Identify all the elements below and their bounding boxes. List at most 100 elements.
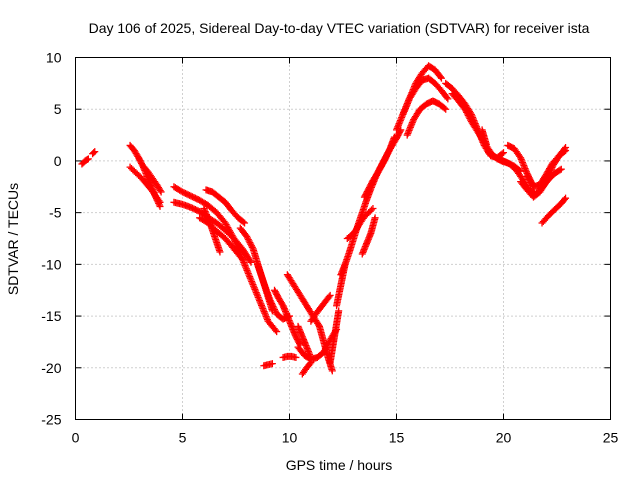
series-arc-37 <box>523 143 570 191</box>
data-point <box>273 328 281 336</box>
series-arc-24 <box>337 126 405 279</box>
data-point <box>271 306 279 314</box>
series-arc-29 <box>399 62 445 118</box>
data-point <box>237 254 245 262</box>
data-point <box>382 154 390 162</box>
x-tick-label: 20 <box>496 430 512 446</box>
data-point <box>262 312 270 320</box>
data-point <box>252 287 260 295</box>
series-arc-23 <box>333 260 349 310</box>
data-point <box>440 104 448 112</box>
data-point <box>203 211 211 219</box>
series-arc-14 <box>279 352 300 361</box>
series-arc-2 <box>89 148 99 158</box>
data-point <box>258 303 266 311</box>
data-point <box>261 311 269 319</box>
data-point <box>246 257 254 265</box>
data-point <box>560 145 568 153</box>
data-point <box>259 305 267 313</box>
data-point <box>261 309 269 317</box>
data-point <box>243 232 251 240</box>
x-axis-tick-labels: 0 5 10 15 20 25 <box>72 430 619 446</box>
data-point <box>250 284 258 292</box>
data-point <box>240 258 248 266</box>
data-point <box>243 266 251 274</box>
data-point <box>270 304 278 312</box>
data-point <box>466 115 474 123</box>
data-point <box>268 300 276 308</box>
data-point <box>239 218 247 226</box>
series-arc-9 <box>202 186 249 227</box>
data-point <box>83 156 91 164</box>
data-point <box>383 152 391 160</box>
data-point <box>465 113 473 121</box>
data-point <box>437 74 445 82</box>
series-arc-26 <box>343 205 377 242</box>
data-point <box>242 263 250 271</box>
data-point <box>240 260 248 268</box>
data-point <box>203 212 211 220</box>
y-tick-label: 5 <box>54 101 62 117</box>
data-point <box>385 148 393 156</box>
y-tick-label: -10 <box>41 256 61 272</box>
series-arc-25 <box>360 133 398 201</box>
data-point <box>463 108 471 116</box>
x-tick-label: 25 <box>603 430 619 446</box>
data-point <box>256 297 264 305</box>
series-arc-10 <box>200 205 224 256</box>
chart-title: Day 106 of 2025, Sidereal Day-to-day VTE… <box>89 20 590 36</box>
data-point <box>461 105 469 113</box>
data-point <box>242 265 250 273</box>
data-points <box>78 62 570 378</box>
data-point <box>271 326 279 334</box>
data-point <box>328 367 336 375</box>
data-point <box>442 105 450 113</box>
data-point <box>257 300 265 308</box>
data-point <box>238 255 246 263</box>
data-point <box>216 248 224 256</box>
data-point <box>268 301 276 309</box>
data-point <box>246 274 254 282</box>
data-point <box>248 242 256 250</box>
series-arc-4 <box>126 163 164 206</box>
data-point <box>263 314 271 322</box>
data-point <box>244 270 252 278</box>
data-point <box>254 293 262 301</box>
data-point <box>371 214 379 222</box>
data-point <box>562 194 570 202</box>
data-point <box>200 205 208 213</box>
data-point <box>557 165 565 173</box>
data-point <box>157 188 165 196</box>
data-point <box>246 239 254 247</box>
data-point <box>292 353 300 361</box>
y-tick-label: 10 <box>46 50 62 66</box>
x-tick-label: 15 <box>389 430 405 446</box>
data-point <box>255 295 263 303</box>
data-point <box>271 307 279 315</box>
series-arc-13 <box>260 360 276 370</box>
data-point <box>267 298 275 306</box>
series-arc-1 <box>78 155 92 168</box>
series-arc-22 <box>326 307 343 367</box>
data-point <box>244 234 252 242</box>
plot-frame <box>75 57 611 420</box>
data-point <box>463 110 471 118</box>
data-point <box>482 140 490 148</box>
series-arc-15 <box>271 286 304 349</box>
data-point <box>369 205 377 213</box>
data-point <box>201 206 209 214</box>
data-point <box>444 95 452 103</box>
data-point <box>383 151 391 159</box>
data-point <box>259 306 267 314</box>
data-point <box>84 155 92 163</box>
data-point <box>307 359 315 367</box>
data-point <box>325 293 333 301</box>
data-point <box>201 208 209 216</box>
data-point <box>245 237 253 245</box>
data-point <box>462 107 470 115</box>
y-axis-tick-labels: -25 -20 -15 -10 -5 0 5 10 <box>41 50 61 428</box>
data-point <box>241 262 249 270</box>
series-arc-20 <box>307 291 334 325</box>
data-point <box>498 150 506 158</box>
